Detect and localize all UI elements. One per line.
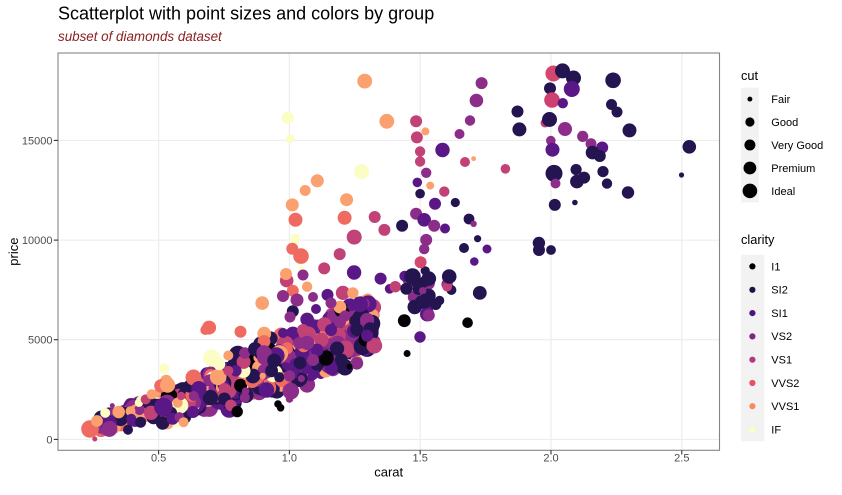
- svg-text:I1: I1: [771, 261, 780, 273]
- svg-text:SI2: SI2: [771, 285, 788, 297]
- svg-text:VS2: VS2: [771, 331, 792, 343]
- svg-text:Good: Good: [771, 117, 798, 129]
- svg-text:VVS2: VVS2: [771, 378, 799, 390]
- svg-text:subset of diamonds dataset: subset of diamonds dataset: [58, 29, 223, 44]
- svg-text:IF: IF: [771, 424, 781, 436]
- svg-text:2.0: 2.0: [543, 453, 558, 465]
- svg-text:5000: 5000: [28, 335, 52, 347]
- svg-text:VS1: VS1: [771, 355, 792, 367]
- svg-text:VVS1: VVS1: [771, 401, 799, 413]
- svg-text:clarity: clarity: [741, 232, 775, 247]
- svg-text:Fair: Fair: [771, 94, 790, 106]
- svg-text:Scatterplot with point sizes a: Scatterplot with point sizes and colors …: [58, 4, 434, 24]
- svg-text:0: 0: [46, 434, 52, 446]
- svg-text:2.5: 2.5: [674, 453, 689, 465]
- svg-text:10000: 10000: [22, 235, 53, 247]
- svg-text:carat: carat: [374, 465, 403, 480]
- svg-text:1.0: 1.0: [282, 453, 297, 465]
- svg-text:price: price: [6, 238, 21, 266]
- svg-text:Ideal: Ideal: [771, 186, 795, 198]
- svg-text:cut: cut: [741, 68, 759, 83]
- svg-text:0.5: 0.5: [151, 453, 166, 465]
- svg-text:1.5: 1.5: [413, 453, 428, 465]
- svg-text:SI1: SI1: [771, 308, 788, 320]
- svg-text:15000: 15000: [22, 135, 53, 147]
- svg-text:Very Good: Very Good: [771, 140, 823, 152]
- svg-text:Premium: Premium: [771, 163, 815, 175]
